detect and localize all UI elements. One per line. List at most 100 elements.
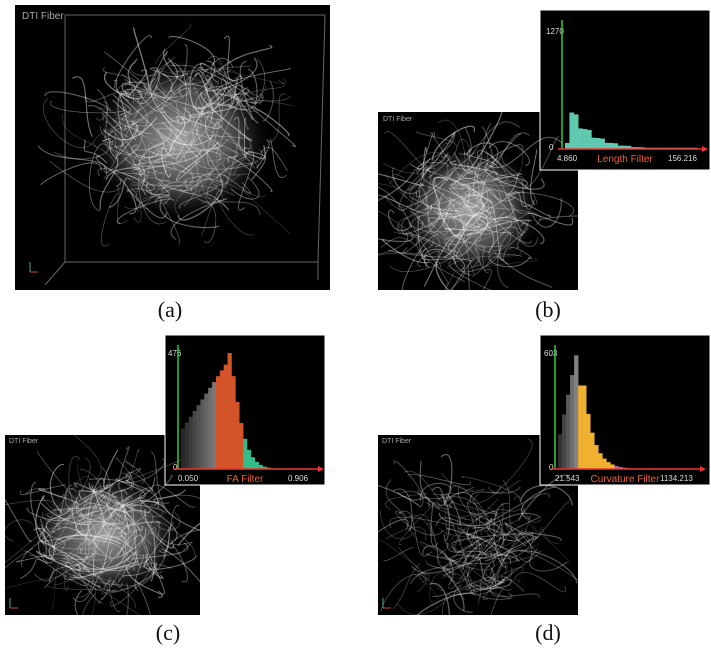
fiber <box>108 91 156 142</box>
fiber <box>160 548 215 593</box>
fiber <box>438 512 493 527</box>
fiber <box>398 510 432 557</box>
fiber <box>198 66 257 104</box>
fiber <box>413 168 460 182</box>
fiber <box>183 159 199 207</box>
fiber <box>72 76 93 137</box>
fiber <box>380 237 417 248</box>
fiber <box>530 148 537 206</box>
fiber <box>480 508 524 526</box>
fiber <box>480 126 494 168</box>
histogram-bar <box>604 142 610 149</box>
fiber <box>520 486 556 520</box>
fiber <box>429 131 457 169</box>
fiber <box>232 79 285 103</box>
fiber <box>447 567 513 596</box>
fiber <box>135 497 163 506</box>
fiber <box>197 104 216 125</box>
fiber <box>454 511 498 552</box>
fiber <box>469 167 505 198</box>
histogram-bar <box>598 453 603 469</box>
fiber <box>519 474 570 522</box>
fiber <box>136 179 187 212</box>
fiber <box>448 261 506 296</box>
fiber <box>38 488 80 505</box>
fiber <box>413 225 449 285</box>
fiber <box>111 479 133 499</box>
fiber <box>365 229 408 256</box>
fiber <box>363 518 409 546</box>
fiber <box>499 543 540 551</box>
fiber <box>159 539 182 555</box>
fiber <box>487 566 525 589</box>
fiber <box>492 509 538 534</box>
fiber <box>107 122 138 149</box>
fiber <box>538 215 599 221</box>
fiber <box>102 495 133 544</box>
fiber <box>140 175 147 196</box>
fiber <box>423 234 465 287</box>
fiber <box>150 532 156 582</box>
fiber <box>206 121 217 169</box>
fiber <box>163 529 216 559</box>
fiber <box>80 523 108 554</box>
fiber <box>210 84 243 126</box>
fiber <box>479 562 496 589</box>
fiber <box>396 595 452 616</box>
fiber <box>237 91 261 105</box>
fiber <box>68 455 83 510</box>
fiber <box>233 117 248 151</box>
fiber <box>83 496 117 511</box>
fiber <box>132 184 192 190</box>
fiber <box>269 139 287 178</box>
fiber <box>48 556 88 583</box>
fiber <box>161 84 189 111</box>
fiber <box>428 214 457 229</box>
fiber <box>466 533 503 563</box>
fiber <box>457 265 471 317</box>
fiber <box>155 494 204 507</box>
fiber <box>384 195 405 212</box>
fiber <box>517 219 530 248</box>
fiber <box>64 552 79 591</box>
fiber <box>109 514 133 533</box>
fiber <box>62 115 115 162</box>
fiber <box>99 126 146 159</box>
fiber <box>222 133 251 168</box>
panel-c: DTI Fiber 476 0 0.050 0.906 FA Filter (c… <box>0 334 326 646</box>
fiber <box>131 108 142 136</box>
fiber <box>105 167 141 181</box>
fiber <box>442 567 465 611</box>
histogram-bar <box>578 128 583 149</box>
fiber <box>490 132 530 167</box>
fiber <box>438 211 453 231</box>
fiber <box>141 527 170 586</box>
fiber <box>509 246 533 260</box>
fiber <box>411 514 433 536</box>
fiber <box>443 553 521 570</box>
fiber-rendering <box>0 430 236 646</box>
fiber <box>420 541 473 592</box>
histogram-filter-name: Curvature Filter <box>591 474 661 485</box>
fiber <box>4 519 34 541</box>
fiber <box>215 120 256 170</box>
fiber <box>456 139 471 167</box>
fiber <box>178 83 219 101</box>
fiber <box>403 470 449 503</box>
histogram-bar <box>192 411 197 469</box>
fiber <box>101 131 144 155</box>
fiber <box>492 231 512 252</box>
fiber <box>461 200 484 230</box>
fiber <box>488 255 531 268</box>
fiber <box>531 501 570 543</box>
fiber <box>211 88 233 129</box>
fiber <box>146 184 225 201</box>
fiber <box>484 536 539 562</box>
fiber <box>421 271 455 333</box>
fiber <box>148 160 194 188</box>
fiber <box>481 188 502 203</box>
fiber <box>48 484 73 533</box>
fiber <box>504 172 523 197</box>
fiber <box>397 510 426 549</box>
fiber <box>443 209 462 224</box>
